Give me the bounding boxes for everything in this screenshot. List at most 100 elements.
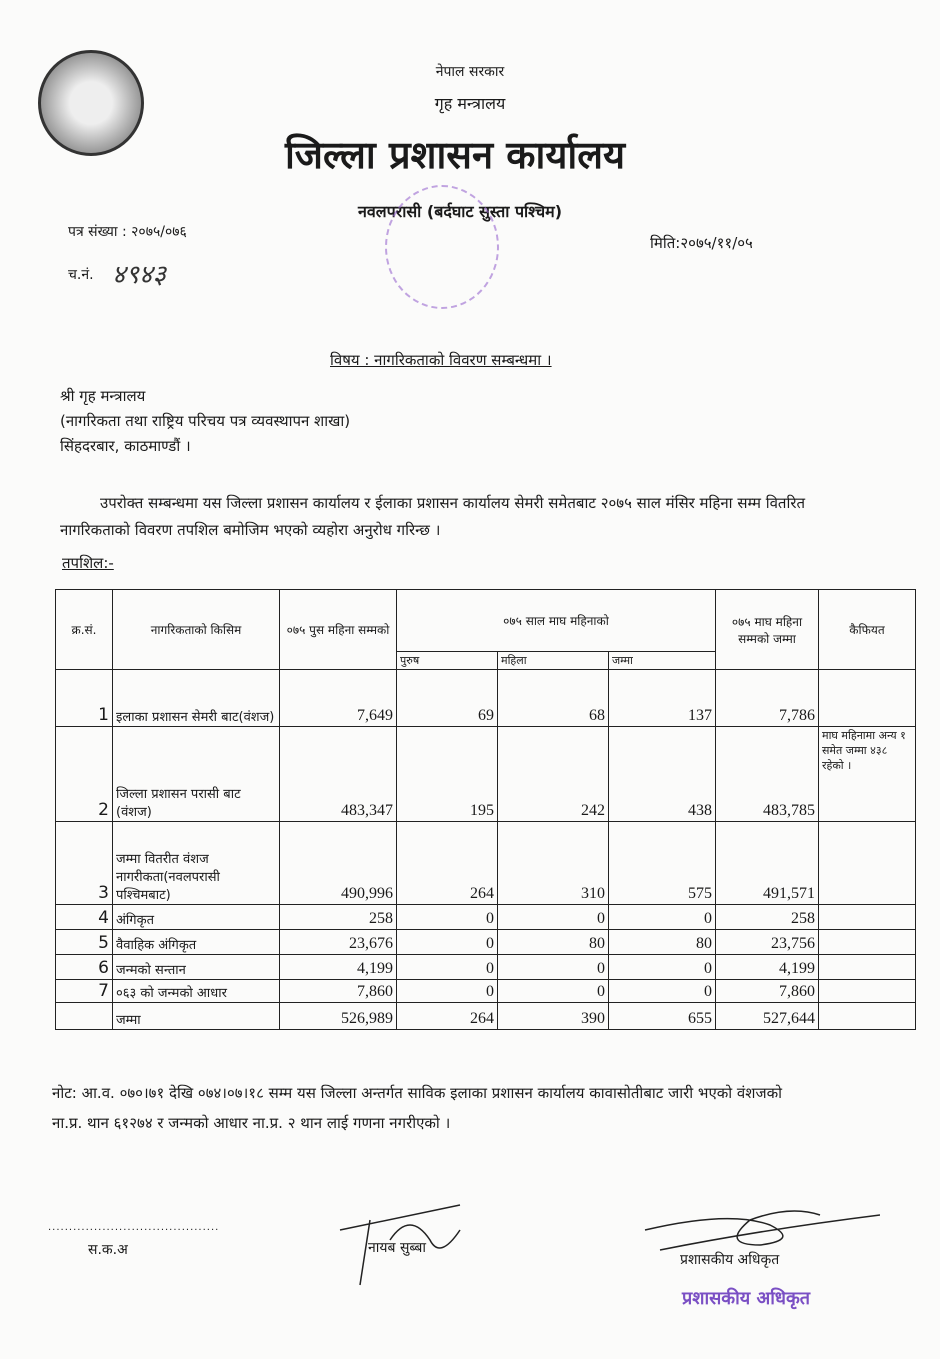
signature-right-title: प्रशासकीय अधिकृत <box>680 1252 780 1268</box>
cell-remarks <box>818 979 916 1003</box>
cell-remarks <box>818 954 916 980</box>
cell-female: 242 <box>497 726 609 822</box>
cell-till-push: 483,347 <box>279 726 397 822</box>
cell-till-push: 4,199 <box>279 954 397 980</box>
cell-female: 0 <box>497 904 609 930</box>
table-row: 7 ०६३ को जन्मको आधार 7,860 0 0 0 7,860 <box>55 979 916 1003</box>
cell-total: 0 <box>608 904 716 930</box>
citizenship-table: क्र.सं. नागरिकताको किसिम ०७५ पुस महिना स… <box>55 589 916 1030</box>
table-row: 2 जिल्ला प्रशासन परासी बाट (वंशज) 483,347 1… <box>55 726 916 822</box>
header-till-push: ०७५ पुस महिना सम्मको <box>279 589 397 670</box>
cell-male: 195 <box>396 726 498 822</box>
cell-total: 0 <box>608 979 716 1003</box>
header-magh: ०७५ साल माघ महिनाको <box>396 589 716 652</box>
cell-remarks <box>818 929 916 955</box>
dispatch-label: च.नं. <box>68 267 94 283</box>
gov-name: नेपाल सरकार <box>435 64 505 80</box>
cell-type: जन्मको सन्तान <box>112 954 280 980</box>
cell-type: जिल्ला प्रशासन परासी बाट (वंशज) <box>112 726 280 822</box>
ministry-name: गृह मन्त्रालय <box>434 94 506 113</box>
cell-till-push: 526,989 <box>279 1002 397 1030</box>
cell-remarks <box>818 669 916 727</box>
cell-till-push: 490,996 <box>279 821 397 905</box>
table-row: 6 जन्मको सन्तान 4,199 0 0 0 4,199 <box>55 954 916 980</box>
cell-male: 0 <box>396 979 498 1003</box>
letter-number: पत्र संख्या : २०७५/०७६ <box>68 224 187 240</box>
cell-male: 0 <box>396 904 498 930</box>
header-till-magh: ०७५ माघ महिना सम्मको जम्मा <box>715 589 819 670</box>
cell-male: 264 <box>396 1002 498 1030</box>
office-stamp <box>385 185 499 309</box>
table-row: 3 जम्मा वितरीत वंशज नागरीकता(नवलपरासी पश्… <box>55 821 916 905</box>
recipient-block: श्री गृह मन्त्रालय (नागरिकता तथा राष्ट्र… <box>60 384 350 459</box>
cell-till-magh: 4,199 <box>715 954 819 980</box>
cell-type: जम्मा वितरीत वंशज नागरीकता(नवलपरासी पश्च… <box>112 821 280 905</box>
cell-sn: 4 <box>55 904 113 930</box>
cell-till-magh: 7,786 <box>715 669 819 727</box>
body-paragraph: उपरोक्त सम्बन्धमा यस जिल्ला प्रशासन कार्… <box>60 494 806 539</box>
cell-till-magh: 527,644 <box>715 1002 819 1030</box>
cell-total: 0 <box>608 954 716 980</box>
signature-middle <box>339 1204 461 1286</box>
cell-sn: 7 <box>55 979 113 1003</box>
cell-male: 0 <box>396 954 498 980</box>
cell-male: 264 <box>396 821 498 905</box>
note: नोट: आ.व. ०७०।७१ देखि ०७४।०७।१८ सम्म यस … <box>52 1084 782 1132</box>
office-title: जिल्ला प्रशासन कार्यालय <box>284 133 626 177</box>
cell-female: 0 <box>497 954 609 980</box>
cell-total: 80 <box>608 929 716 955</box>
cell-female: 390 <box>497 1002 609 1030</box>
signature-middle-title: नायब सुब्बा <box>368 1240 426 1256</box>
signature-right <box>644 1210 880 1251</box>
dispatch-number-handwritten: ४९४३ <box>112 260 167 290</box>
header-total: जम्मा <box>608 651 716 670</box>
cell-remarks: माघ महिनामा अन्य १ समेत जम्मा ४३८ रहेको … <box>818 726 916 822</box>
table-row: जम्मा 526,989 264 390 655 527,644 <box>55 1002 916 1030</box>
cell-female: 310 <box>497 821 609 905</box>
cell-till-magh: 23,756 <box>715 929 819 955</box>
cell-till-magh: 483,785 <box>715 726 819 822</box>
cell-type: इलाका प्रशासन सेमरी बाट(वंशज) <box>112 669 280 727</box>
table-row: 4 अंगिकृत 258 0 0 0 258 <box>55 904 916 930</box>
cell-till-magh: 7,860 <box>715 979 819 1003</box>
date: मिति:२०७५/११/०५ <box>650 234 753 252</box>
cell-total: 137 <box>608 669 716 727</box>
header-female: महिला <box>497 651 609 670</box>
table-row: 1 इलाका प्रशासन सेमरी बाट(वंशज) 7,649 69 68 1… <box>55 669 916 727</box>
cell-till-push: 7,649 <box>279 669 397 727</box>
cell-sn: 3 <box>55 821 113 905</box>
cell-till-magh: 491,571 <box>715 821 819 905</box>
cell-till-magh: 258 <box>715 904 819 930</box>
cell-till-push: 7,860 <box>279 979 397 1003</box>
cell-remarks <box>818 1002 916 1030</box>
cell-sn <box>55 1002 113 1030</box>
cell-sn: 1 <box>55 669 113 727</box>
cell-remarks <box>818 821 916 905</box>
cell-type: वैवाहिक अंगिकृत <box>112 929 280 955</box>
cell-remarks <box>818 904 916 930</box>
header-sn: क्र.सं. <box>55 589 113 670</box>
cell-till-push: 23,676 <box>279 929 397 955</box>
cell-sn: 2 <box>55 726 113 822</box>
cell-total: 575 <box>608 821 716 905</box>
header-remarks: कैफियत <box>818 589 916 670</box>
header-type: नागरिकताको किसिम <box>112 589 280 670</box>
recipient-line: सिंहदरबार, काठमाण्डौं । <box>60 437 191 455</box>
cell-type: ०६३ को जन्मको आधार <box>112 979 280 1003</box>
schedule-label: तपशिल:- <box>62 554 114 572</box>
cell-male: 69 <box>396 669 498 727</box>
subject: विषय : नागरिकताको विवरण सम्बन्धमा । <box>330 351 552 369</box>
cell-female: 68 <box>497 669 609 727</box>
recipient-line: श्री गृह मन्त्रालय <box>60 387 146 405</box>
header-male: पुरुष <box>396 651 498 670</box>
official-stamp-text: प्रशासकीय अधिकृत <box>682 1288 811 1309</box>
cell-sn: 5 <box>55 929 113 955</box>
recipient-line: (नागरिकता तथा राष्ट्रिय परिचय पत्र व्यवस… <box>60 412 351 430</box>
cell-male: 0 <box>396 929 498 955</box>
cell-type: अंगिकृत <box>112 904 280 930</box>
cell-type: जम्मा <box>112 1002 280 1030</box>
cell-sn: 6 <box>55 954 113 980</box>
cell-total: 438 <box>608 726 716 822</box>
cell-female: 0 <box>497 979 609 1003</box>
table-row: 5 वैवाहिक अंगिकृत 23,676 0 80 80 23,756 <box>55 929 916 955</box>
